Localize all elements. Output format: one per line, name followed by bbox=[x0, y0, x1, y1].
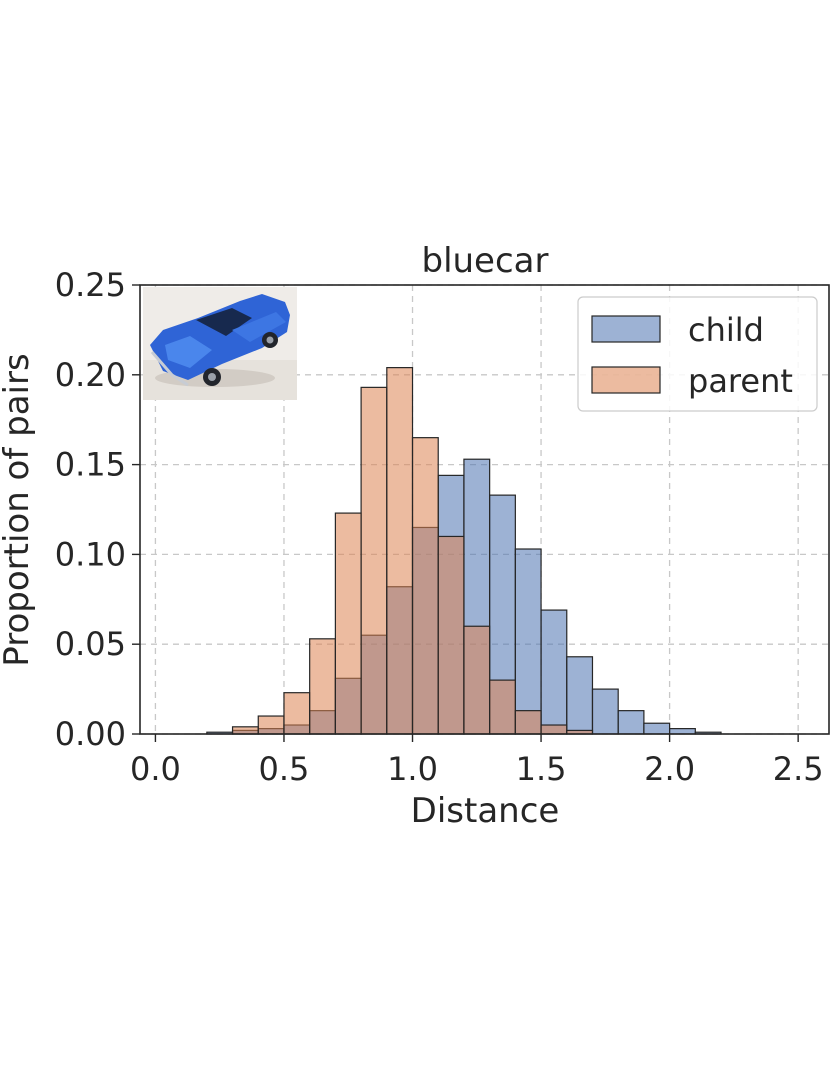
chart-title: bluecar bbox=[421, 241, 548, 281]
x-axis-label: Distance bbox=[411, 791, 560, 831]
x-tick-labels: 0.0 0.5 1.0 1.5 2.0 2.5 bbox=[130, 734, 824, 788]
child-bar-16 bbox=[617, 710, 645, 735]
legend-label-child: child bbox=[688, 311, 764, 349]
y-tick-label-1: 0.05 bbox=[55, 625, 126, 663]
parent-bar-7 bbox=[411, 437, 439, 735]
y-tick-label-5: 0.25 bbox=[55, 266, 126, 304]
parent-bar-11 bbox=[514, 710, 542, 735]
legend-label-parent: parent bbox=[688, 362, 793, 400]
child-bar-14 bbox=[566, 656, 594, 735]
y-tick-label-0: 0.00 bbox=[55, 715, 126, 753]
y-axis-label: Proportion of pairs bbox=[0, 353, 37, 666]
y-tick-labels: 0.00 0.05 0.10 0.15 0.20 0.25 bbox=[55, 266, 140, 753]
parent-bar-10 bbox=[489, 679, 516, 735]
parent-bar-2 bbox=[283, 692, 311, 735]
parent-bar-9 bbox=[463, 625, 491, 735]
y-tick-label-4: 0.20 bbox=[55, 356, 126, 394]
x-tick-label-5: 2.5 bbox=[773, 750, 824, 788]
x-tick-label-2: 1.0 bbox=[387, 750, 438, 788]
child-bar-12 bbox=[514, 548, 542, 735]
x-tick-label-1: 0.5 bbox=[259, 750, 310, 788]
parent-bar-12 bbox=[540, 724, 568, 735]
legend-swatch-child bbox=[591, 315, 661, 343]
child-bar-18 bbox=[669, 728, 696, 735]
legend-swatch-parent bbox=[591, 366, 661, 394]
child-bar-13 bbox=[540, 609, 568, 735]
x-tick-label-3: 1.5 bbox=[516, 750, 567, 788]
parent-bar-4 bbox=[334, 512, 362, 735]
axes-frame bbox=[139, 284, 830, 735]
parent-bar-0 bbox=[231, 726, 259, 735]
parent-bar-1 bbox=[257, 715, 285, 735]
y-tick-label-3: 0.15 bbox=[55, 446, 126, 484]
y-tick-label-2: 0.10 bbox=[55, 535, 126, 573]
x-tick-label-0: 0.0 bbox=[130, 750, 181, 788]
child-bar-17 bbox=[643, 722, 671, 735]
legend: child parent bbox=[577, 296, 818, 412]
bluecar-thumbnail-image bbox=[143, 287, 297, 400]
child-bar-15 bbox=[591, 688, 619, 735]
parent-bar-6 bbox=[386, 367, 414, 735]
histogram-bars bbox=[206, 367, 722, 735]
x-tick-label-4: 2.0 bbox=[644, 750, 695, 788]
parent-bar-8 bbox=[437, 535, 465, 735]
parent-bar-5 bbox=[360, 386, 388, 735]
parent-bar-3 bbox=[309, 638, 336, 735]
